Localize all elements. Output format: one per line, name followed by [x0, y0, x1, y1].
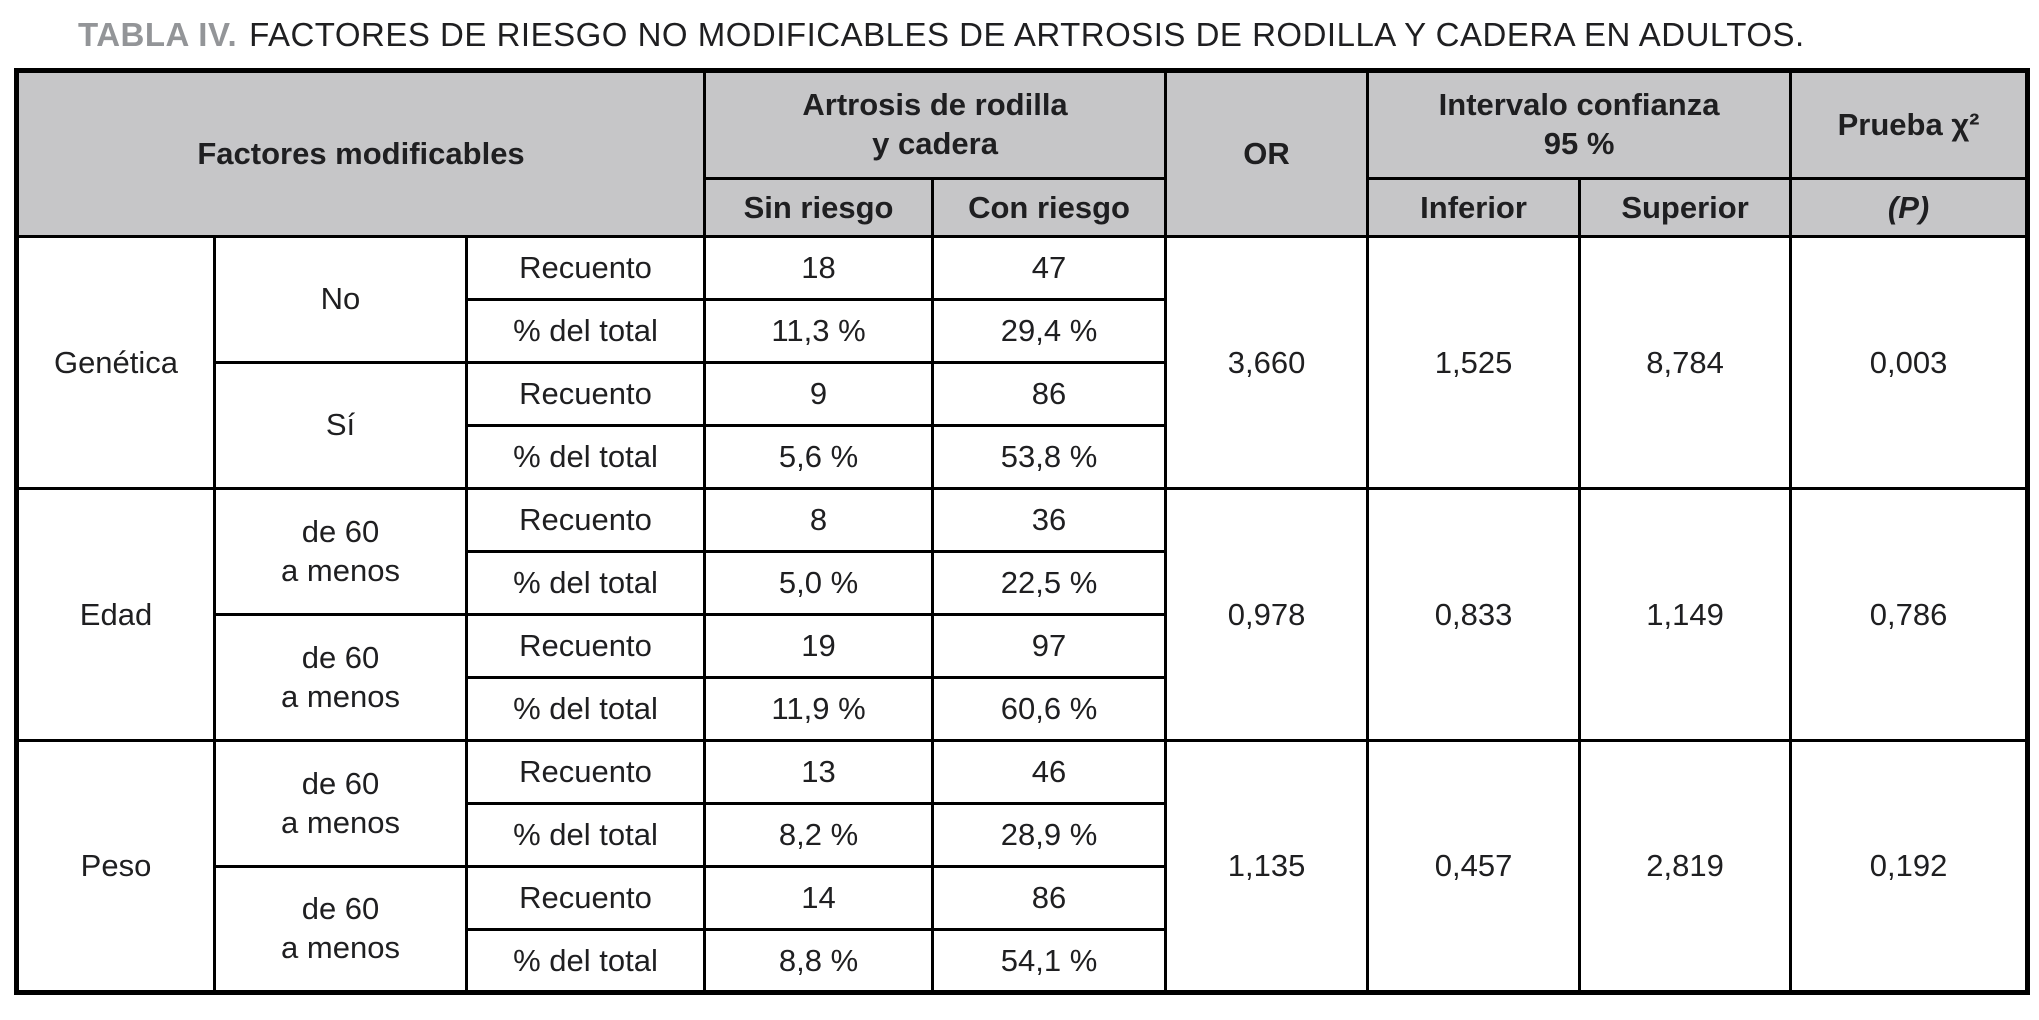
ic-inferior-cell: 1,525 — [1366, 235, 1582, 490]
con-riesgo-cell: 36 — [931, 487, 1168, 553]
factor-cell: Peso — [15, 739, 216, 994]
ic-superior-cell: 2,819 — [1578, 739, 1793, 994]
or-cell: 1,135 — [1164, 739, 1370, 994]
stat-label-cell: % del total — [464, 298, 707, 364]
stat-label-cell: Recuento — [464, 487, 707, 553]
con-riesgo-cell: 60,6 % — [931, 676, 1168, 742]
con-riesgo-cell: 28,9 % — [931, 802, 1168, 868]
stat-label-cell: Recuento — [464, 865, 707, 931]
header-or: OR — [1164, 69, 1370, 238]
sin-riesgo-cell: 8,8 % — [703, 928, 935, 994]
p-cell: 0,786 — [1789, 487, 2030, 742]
stat-label-cell: % del total — [464, 802, 707, 868]
sin-riesgo-cell: 11,9 % — [703, 676, 935, 742]
con-riesgo-cell: 22,5 % — [931, 550, 1168, 616]
con-riesgo-cell: 29,4 % — [931, 298, 1168, 364]
sin-riesgo-cell: 13 — [703, 739, 935, 805]
level-cell: de 60 a menos — [213, 487, 468, 616]
or-cell: 3,660 — [1164, 235, 1370, 490]
level-cell: No — [213, 235, 468, 364]
header-prueba-chi2: Prueba χ² — [1789, 69, 2030, 180]
sin-riesgo-cell: 18 — [703, 235, 935, 301]
stat-label-cell: % del total — [464, 550, 707, 616]
stat-label-cell: Recuento — [464, 361, 707, 427]
table-row: % del total 11,9 % 60,6 % — [17, 676, 2028, 742]
sin-riesgo-cell: 5,6 % — [703, 424, 935, 490]
header-con-riesgo: Con riesgo — [931, 177, 1168, 238]
table-title-text: FACTORES DE RIESGO NO MODIFICABLES DE AR… — [249, 16, 1805, 53]
stat-label-cell: Recuento — [464, 613, 707, 679]
stat-label-cell: Recuento — [464, 235, 707, 301]
header-p-value: (P) — [1789, 177, 2030, 238]
table-row: % del total 5,0 % 22,5 % — [17, 550, 2028, 616]
sin-riesgo-cell: 14 — [703, 865, 935, 931]
table-row: Genética No Recuento 18 47 3,660 1,525 8… — [15, 235, 2030, 490]
ic-superior-cell: 1,149 — [1578, 487, 1793, 742]
ic-inferior-cell: 0,833 — [1366, 487, 1582, 742]
table-row: Sí Recuento 9 86 — [17, 361, 2028, 490]
con-riesgo-cell: 86 — [931, 361, 1168, 427]
header-sin-riesgo: Sin riesgo — [703, 177, 935, 238]
factor-cell: Edad — [15, 487, 216, 742]
risk-factors-table: Factores modificables Artrosis de rodill… — [14, 68, 2031, 995]
table-title: TABLA IV. FACTORES DE RIESGO NO MODIFICAB… — [78, 16, 2025, 54]
header-row-1: Factores modificables Artrosis de rodill… — [14, 69, 2030, 238]
or-cell: 0,978 — [1164, 487, 1370, 742]
con-riesgo-cell: 53,8 % — [931, 424, 1168, 490]
table-row: % del total 8,8 % 54,1 % — [17, 928, 2028, 994]
table-title-label: TABLA IV. — [78, 16, 238, 53]
table-row: % del total 8,2 % 28,9 % — [17, 802, 2028, 868]
p-cell: 0,003 — [1789, 235, 2030, 490]
table-row: Peso de 60 a menos Recuento 13 46 1,135 … — [15, 739, 2030, 994]
header-inferior: Inferior — [1366, 177, 1582, 238]
ic-superior-cell: 8,784 — [1578, 235, 1793, 490]
sin-riesgo-cell: 9 — [703, 361, 935, 427]
header-row-2: Sin riesgo Con riesgo Inferior Superior … — [17, 177, 2030, 238]
level-cell: de 60 a menos — [213, 865, 468, 994]
p-cell: 0,192 — [1789, 739, 2030, 994]
sin-riesgo-cell: 5,0 % — [703, 550, 935, 616]
con-riesgo-cell: 97 — [931, 613, 1168, 679]
stat-label-cell: % del total — [464, 928, 707, 994]
header-artrosis: Artrosis de rodilla y cadera — [703, 69, 1168, 180]
stat-label-cell: % del total — [464, 676, 707, 742]
header-factores: Factores modificables — [14, 69, 707, 238]
table-row: de 60 a menos Recuento 19 97 — [17, 613, 2028, 742]
con-riesgo-cell: 54,1 % — [931, 928, 1168, 994]
sin-riesgo-cell: 19 — [703, 613, 935, 679]
header-intervalo-confianza: Intervalo confianza 95 % — [1366, 69, 1793, 180]
sin-riesgo-cell: 8 — [703, 487, 935, 553]
level-cell: de 60 a menos — [213, 613, 468, 742]
level-cell: Sí — [213, 361, 468, 490]
factor-cell: Genética — [15, 235, 216, 490]
page: TABLA IV. FACTORES DE RIESGO NO MODIFICAB… — [14, 16, 2031, 995]
sin-riesgo-cell: 8,2 % — [703, 802, 935, 868]
header-superior: Superior — [1578, 177, 1793, 238]
stat-label-cell: Recuento — [464, 739, 707, 805]
stat-label-cell: % del total — [464, 424, 707, 490]
con-riesgo-cell: 47 — [931, 235, 1168, 301]
con-riesgo-cell: 86 — [931, 865, 1168, 931]
table-row: Edad de 60 a menos Recuento 8 36 0,978 0… — [15, 487, 2030, 742]
table-row: % del total 5,6 % 53,8 % — [17, 424, 2028, 490]
con-riesgo-cell: 46 — [931, 739, 1168, 805]
ic-inferior-cell: 0,457 — [1366, 739, 1582, 994]
sin-riesgo-cell: 11,3 % — [703, 298, 935, 364]
level-cell: de 60 a menos — [213, 739, 468, 868]
table-row: % del total 11,3 % 29,4 % — [17, 298, 2028, 364]
table-row: de 60 a menos Recuento 14 86 — [17, 865, 2028, 994]
